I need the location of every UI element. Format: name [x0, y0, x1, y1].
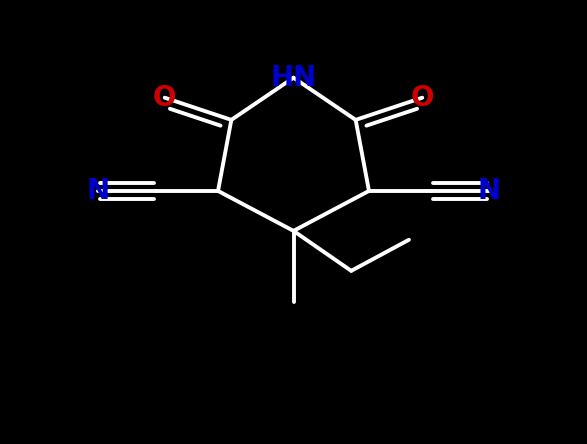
- Text: N: N: [477, 177, 501, 205]
- Text: HN: HN: [271, 63, 316, 92]
- Text: O: O: [153, 83, 177, 112]
- Text: N: N: [86, 177, 110, 205]
- Text: O: O: [410, 83, 434, 112]
